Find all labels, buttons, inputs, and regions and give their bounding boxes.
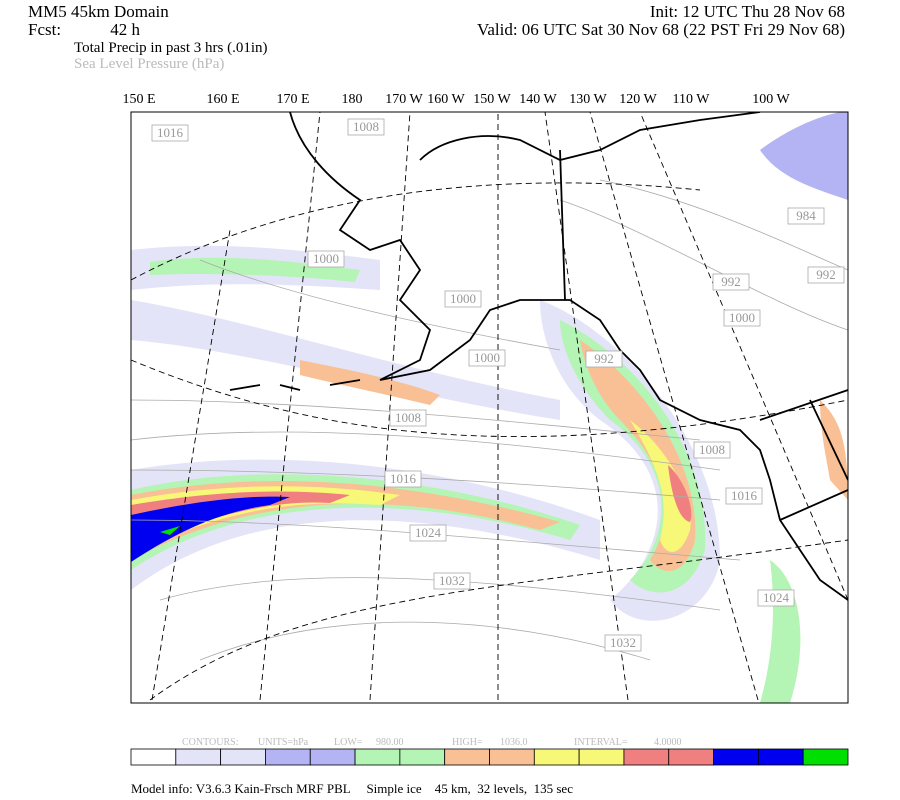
init-time: Init: 12 UTC Thu 28 Nov 68 bbox=[650, 2, 845, 21]
model-title: MM5 45km Domain bbox=[28, 2, 169, 21]
field-title: Sea Level Pressure (hPa) bbox=[74, 56, 224, 72]
contour-label: 1008 bbox=[395, 410, 421, 425]
contour-label: 1000 bbox=[729, 310, 755, 325]
colorbar-swatch bbox=[757, 748, 804, 766]
fcst-label: Fcst: bbox=[28, 20, 61, 39]
colorbar-swatch bbox=[668, 748, 714, 766]
map-frame bbox=[130, 111, 849, 704]
longitude-label: 160 W bbox=[427, 92, 465, 107]
colorbar-swatch bbox=[578, 748, 625, 766]
contour-label: 984 bbox=[796, 208, 816, 223]
contour-label-box bbox=[409, 524, 447, 542]
contour-label: 1016 bbox=[390, 471, 417, 486]
colorbar-swatch bbox=[130, 748, 177, 766]
contour-label: 1000 bbox=[450, 291, 476, 306]
longitude-label: 150 W bbox=[473, 92, 511, 107]
contour-label: 1000 bbox=[313, 251, 339, 266]
contour-label-box bbox=[807, 266, 845, 284]
colorbar-swatch bbox=[533, 748, 580, 766]
model-info: Model info: V3.6.3 Kain-Frsch MRF PBL Si… bbox=[131, 781, 573, 796]
longitude-label: 170 E bbox=[276, 92, 309, 107]
longitude-label: 160 E bbox=[206, 92, 239, 107]
colorbar-swatch bbox=[802, 748, 849, 766]
contour-label-box bbox=[712, 273, 750, 291]
coastline bbox=[229, 112, 848, 601]
colorbar-swatch bbox=[220, 748, 266, 766]
contour-label: 992 bbox=[594, 351, 614, 366]
contour-label-box bbox=[787, 207, 825, 225]
longitude-labels: 150 E 160 E 170 E 180 170 W 160 W 150 W 140 W 13… bbox=[122, 92, 790, 107]
longitude-label: 150 E bbox=[122, 92, 155, 107]
contour-label: 992 bbox=[721, 274, 741, 289]
colorbar-swatch bbox=[444, 748, 490, 766]
contour-label-box bbox=[444, 290, 482, 308]
contour-label: 1008 bbox=[699, 442, 725, 457]
longitude-label: 140 W bbox=[519, 92, 557, 107]
interval-value: 4.0000 bbox=[654, 737, 682, 748]
fcst-hours: 42 h bbox=[110, 20, 140, 39]
contour-label-box bbox=[725, 487, 763, 505]
valid-time: Valid: 06 UTC Sat 30 Nov 68 (22 PST Fri … bbox=[477, 20, 845, 39]
low-value: 980.00 bbox=[376, 737, 404, 748]
longitude-label: 170 W bbox=[385, 92, 423, 107]
longitude-label: 100 W bbox=[752, 92, 790, 107]
longitude-label: 120 W bbox=[619, 92, 657, 107]
field-title: Total Precip in past 3 hrs (.01in) bbox=[74, 40, 268, 56]
contour-label-box bbox=[723, 309, 761, 327]
map: 1016 1008 1000 1000 1000 992 1008 1016 1024 1032 1… bbox=[131, 112, 848, 703]
units: UNITS=hPa bbox=[258, 737, 309, 748]
contour-label-box bbox=[151, 124, 189, 142]
longitude-label: 180 bbox=[342, 92, 363, 107]
contour-label-box bbox=[389, 409, 427, 427]
contour-label-box bbox=[307, 250, 345, 268]
contour-label: 1032 bbox=[610, 635, 636, 650]
contours-label: CONTOURS: bbox=[182, 737, 239, 748]
colorbar bbox=[130, 748, 849, 766]
low-label: LOW= bbox=[334, 737, 363, 748]
colorbar-swatch bbox=[175, 748, 222, 766]
contour-label-box bbox=[757, 589, 795, 607]
longitude-label: 130 W bbox=[569, 92, 607, 107]
contour-labels: 1016 1008 1000 1000 1000 992 1008 1016 1024 1032 1… bbox=[151, 118, 845, 652]
contour-label-box bbox=[585, 350, 623, 368]
colorbar-swatch bbox=[399, 748, 446, 766]
contour-label-box bbox=[347, 118, 385, 136]
longitude-label: 110 W bbox=[673, 92, 711, 107]
interval-label: INTERVAL= bbox=[574, 737, 628, 748]
high-label: HIGH= bbox=[452, 737, 483, 748]
contour-label: 1032 bbox=[439, 573, 465, 588]
colorbar-swatch bbox=[623, 748, 670, 766]
contour-label: 1008 bbox=[353, 119, 379, 134]
contour-label-box bbox=[433, 572, 471, 590]
contour-label-box bbox=[693, 441, 731, 459]
contour-label: 1024 bbox=[763, 590, 790, 605]
contour-label: 1000 bbox=[474, 350, 500, 365]
colorbar-swatch bbox=[713, 748, 759, 766]
contour-label: 1016 bbox=[731, 488, 758, 503]
colorbar-swatch bbox=[309, 748, 356, 766]
contour-label: 1016 bbox=[157, 125, 184, 140]
colorbar-swatch bbox=[489, 748, 535, 766]
contour-label-box bbox=[384, 470, 422, 488]
contour-label-box bbox=[468, 349, 506, 367]
colorbar-swatch bbox=[354, 748, 401, 766]
colorbar-swatch bbox=[265, 748, 311, 766]
contour-label: 992 bbox=[816, 267, 836, 282]
high-value: 1036.0 bbox=[500, 737, 528, 748]
contour-label-box bbox=[604, 634, 642, 652]
contour-label: 1024 bbox=[415, 525, 442, 540]
